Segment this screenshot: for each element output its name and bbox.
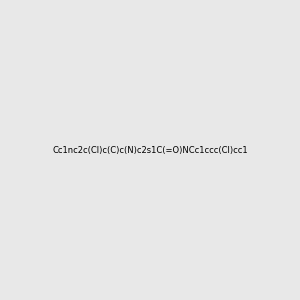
Text: Cc1nc2c(Cl)c(C)c(N)c2s1C(=O)NCc1ccc(Cl)cc1: Cc1nc2c(Cl)c(C)c(N)c2s1C(=O)NCc1ccc(Cl)c…	[52, 146, 248, 154]
